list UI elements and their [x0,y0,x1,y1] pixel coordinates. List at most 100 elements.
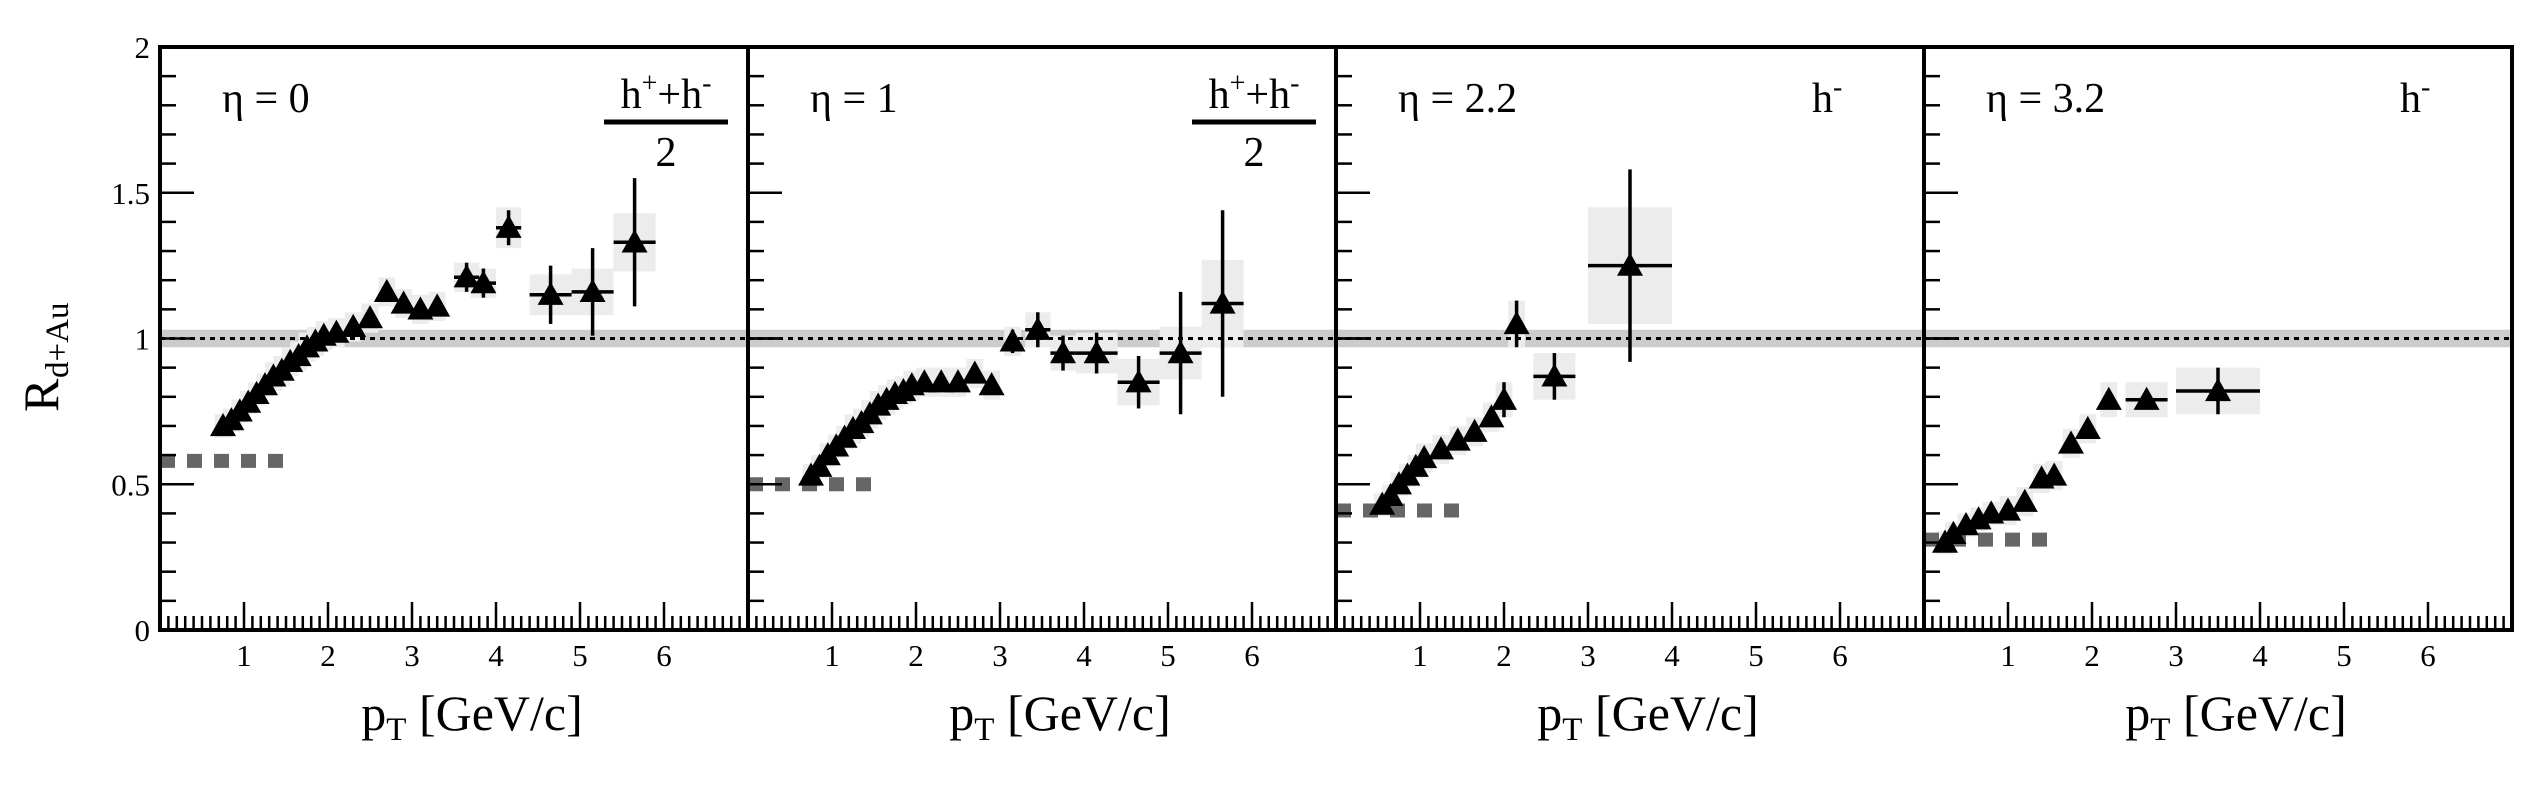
data-point [1024,316,1051,340]
data-point [340,313,367,337]
data-point [390,290,417,314]
data-point [1995,497,2021,521]
data-point [2011,488,2038,512]
x-tick-label: 3 [1580,638,1596,673]
panel-label: η = 0 [222,76,310,122]
y-axis-title-main: R [13,378,69,412]
x-tick-label: 5 [1748,638,1764,673]
y-axis-title-sub: d+Au [40,303,76,378]
data-point [1478,404,1505,428]
x-tick-label: 1 [824,638,840,673]
data-point [1541,363,1568,387]
species-numerator: h++h- [1209,68,1300,118]
species-text: h- [2400,72,2430,122]
x-tick-label: 3 [992,638,1008,673]
x-tick-label: 6 [656,638,672,673]
data-point [1167,340,1194,364]
x-tick-label: 2 [2084,638,2100,673]
x-tick-label: 5 [572,638,588,673]
data-point [928,369,955,393]
data-point [1411,445,1438,469]
x-tick-label: 2 [908,638,924,673]
species-text: h- [1812,72,1842,122]
data-point [1209,290,1236,314]
x-tick-label: 5 [2336,638,2352,673]
data-point [806,453,833,477]
data-point [2058,430,2084,454]
data-point [1050,340,1076,364]
data-point [1377,482,1404,507]
x-tick-label: 3 [2168,638,2184,673]
data-point [424,293,451,317]
data-point [1428,436,1454,460]
y-axis-title: R d+Au [13,303,76,412]
x-tick-label: 4 [2252,638,2268,673]
panel-3: 1 2 3 4 5 6 pT [GeV/c] η = 2.2 h- [1334,45,1926,748]
data-point [357,305,383,329]
data-point [579,278,606,302]
x-tick-label: 6 [1244,638,1260,673]
species-label: h++h- 2 [604,68,728,176]
data-point [495,214,522,238]
x-tick-label: 4 [1076,638,1092,673]
data-point [1965,506,1992,530]
x-tick-label: 1 [1412,638,1428,673]
data-point [1461,418,1488,442]
x-tick-label: 4 [1664,638,1680,673]
data-point [621,229,648,253]
data-point [1503,310,1530,335]
species-numerator: h++h- [621,68,712,118]
species-label: h++h- 2 [1192,68,1316,176]
x-tick-label: 2 [320,638,336,673]
species-label: h- [2400,72,2430,122]
data-point [911,369,938,393]
data-point [470,270,497,294]
data-point [945,369,971,393]
data-point [1953,512,1979,536]
panel-label: η = 2.2 [1398,76,1517,122]
data-point [2205,377,2231,402]
data-point [2041,462,2068,486]
x-axis-title: pT [GeV/c] [361,685,582,748]
y-tick-label: 2 [135,30,151,65]
data-point [2095,386,2122,410]
data-point [1491,386,1517,410]
x-axis-title: pT [GeV/c] [1537,685,1758,748]
x-tick-label: 6 [2420,638,2436,673]
data-point [961,360,988,384]
panel-1: 1 2 3 4 5 6 0 0.5 1 1.5 2 pT [GeV/c] η = 0 h++h- 2 [111,30,750,748]
x-axis-title: pT [GeV/c] [2125,685,2346,748]
y-tick-label: 0 [135,613,151,648]
y-tick-label: 0.5 [111,467,150,502]
data-point [2074,415,2101,440]
species-label: h- [1812,72,1842,122]
x-tick-label: 3 [404,638,420,673]
panel-label: η = 3.2 [1986,76,2105,122]
x-tick-label: 1 [2000,638,2016,673]
x-tick-label: 4 [488,638,504,673]
data-point [373,278,400,302]
x-tick-label: 1 [236,638,252,673]
species-denominator: 2 [1244,130,1265,176]
data-point [323,319,350,343]
y-tick-label: 1 [135,322,151,357]
data-point [999,328,1026,352]
species-denominator: 2 [656,130,677,176]
data-point [978,372,1005,396]
panel-4: 1 2 3 4 5 6 pT [GeV/c] η = 3.2 h- [1922,45,2514,748]
data-point [1444,427,1471,451]
x-axis-title: pT [GeV/c] [949,685,1170,748]
data-point [1940,520,1967,544]
data-point [1125,369,1152,393]
y-tick-label: 1.5 [111,176,150,211]
x-tick-label: 6 [1832,638,1848,673]
panel-2: 1 2 3 4 5 6 pT [GeV/c] η = 1 h++h- 2 [746,45,1338,748]
panel-label: η = 1 [810,76,898,122]
data-point [1617,252,1643,276]
data-point [2133,386,2160,410]
data-point [1083,340,1110,364]
x-tick-label: 2 [1496,638,1512,673]
data-point [537,281,564,305]
x-tick-label: 5 [1160,638,1176,673]
